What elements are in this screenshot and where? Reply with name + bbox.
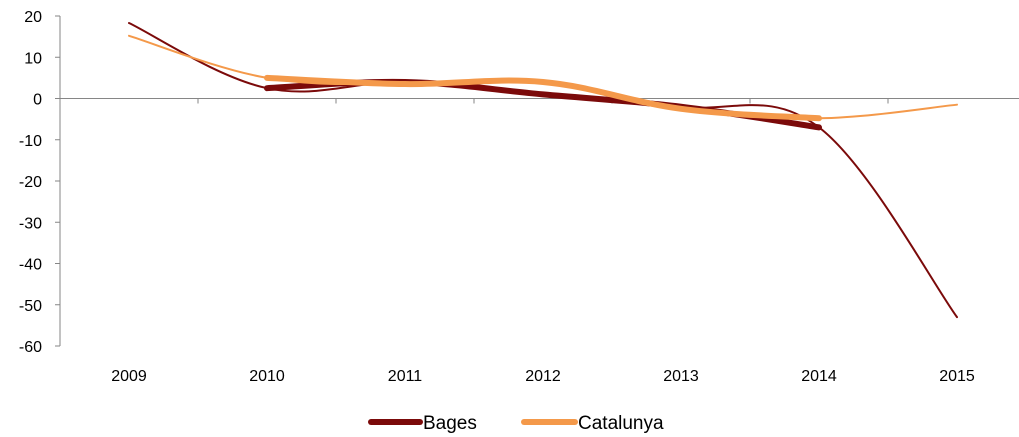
data-point-bages-2010 (265, 86, 269, 90)
data-point-catalunya-2012 (541, 80, 545, 84)
series-layer (127, 21, 959, 319)
x-tick-label: 2012 (525, 368, 561, 385)
y-axis-ticks: 20 10 0 -10 -20 -30 -40 -50 -60 (19, 9, 60, 356)
data-point-bages-2012 (541, 92, 545, 96)
x-tick-label: 2010 (249, 368, 285, 385)
data-point-catalunya-2011 (403, 82, 407, 86)
y-tick-label: -40 (19, 257, 42, 274)
y-tick-label: 0 (33, 92, 42, 109)
y-tick-label: -20 (19, 174, 42, 191)
series-highlight-catalunya (264, 74, 822, 122)
data-point-catalunya-2010 (265, 76, 269, 80)
y-tick-label: -60 (19, 339, 42, 356)
axes (59, 16, 1019, 346)
y-tick-label: 10 (24, 50, 42, 67)
series-highlight-bages (264, 78, 822, 131)
y-tick-label: -50 (19, 298, 42, 315)
x-tick-label: 2013 (663, 368, 699, 385)
x-tick-label: 2009 (111, 368, 147, 385)
series-line-bages (128, 22, 958, 319)
y-tick-label: -30 (19, 215, 42, 232)
y-tick-label: 20 (24, 9, 42, 26)
data-point-catalunya-2013 (679, 107, 683, 111)
x-axis-ticks: 2009 2010 2011 2012 2013 2014 2015 (111, 98, 975, 385)
data-point-catalunya-2015 (955, 103, 959, 107)
y-tick-label: -10 (19, 133, 42, 150)
legend-label-catalunya: Catalunya (578, 413, 664, 434)
data-point-bages-2014 (817, 125, 821, 129)
data-point-catalunya-2014 (817, 116, 821, 120)
x-tick-label: 2015 (939, 368, 975, 385)
data-point-bages-2015 (955, 315, 959, 319)
series-line-catalunya (128, 34, 958, 120)
data-point-bages-2009 (127, 21, 131, 25)
legend-label-bages: Bages (423, 413, 477, 434)
legend: Bages Catalunya (368, 413, 664, 434)
data-point-catalunya-2009 (127, 34, 131, 38)
x-tick-label: 2014 (801, 368, 837, 385)
x-tick-label: 2011 (388, 368, 423, 385)
